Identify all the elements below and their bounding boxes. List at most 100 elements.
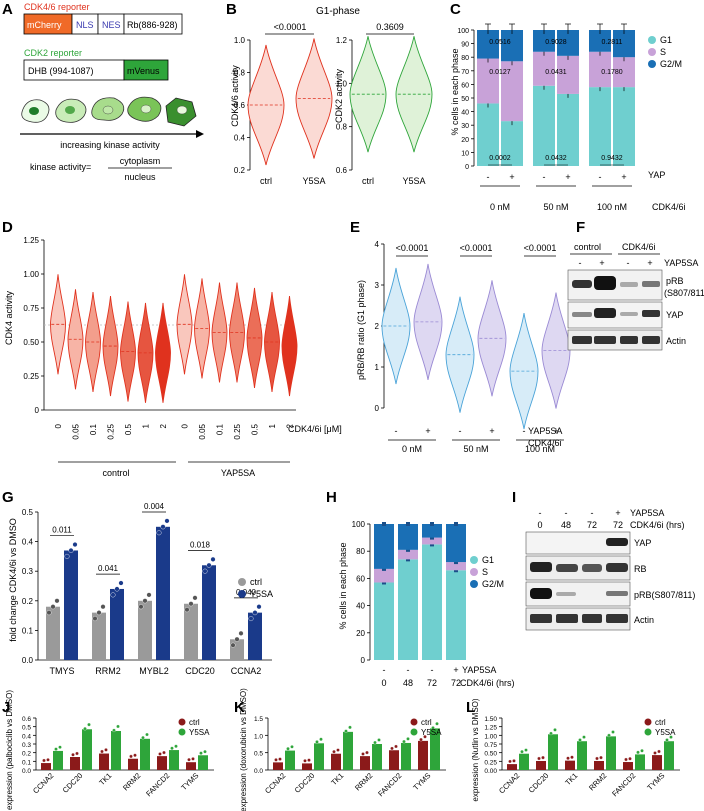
- h-bar-G2/M-1: [398, 524, 418, 550]
- c-legend-S: S: [660, 47, 666, 57]
- h-legend: G1 S G2/M: [470, 555, 504, 589]
- k-ytick-label: 0.5: [254, 751, 263, 758]
- j-ytick-label: 0.6: [22, 716, 31, 723]
- j-dot: [71, 753, 75, 757]
- e-ytick-label: 3: [375, 281, 380, 290]
- nucleus-1: [29, 107, 39, 115]
- g-ylabel: fold change CDK4/6i vs DMSO: [8, 518, 18, 642]
- k-dot: [307, 758, 311, 762]
- k-bar-ctrl-FANCD2: [389, 750, 399, 770]
- f-sign-3: -: [627, 258, 630, 268]
- d-xunit: CDK4/6i [μM]: [288, 424, 342, 434]
- k-dot: [303, 759, 307, 763]
- panel-j: J expression (palbociclib vs DMSO) 0.00.…: [2, 690, 214, 810]
- f-prb-site: (S807/811): [664, 288, 704, 298]
- j-dot: [116, 724, 120, 729]
- l-dot: [537, 756, 541, 761]
- g-pvalue: 0.041: [98, 564, 119, 573]
- c-cdk-label: CDK4/6i: [652, 202, 686, 212]
- b-right-ytick-label: 1.2: [336, 36, 348, 45]
- l-bar-Y5SA-CDC20: [548, 734, 558, 770]
- l-dot: [570, 755, 574, 760]
- j-xlabel-TYMS: TYMS: [179, 771, 200, 792]
- l-legend-Y5SA: Y5SA: [655, 728, 676, 737]
- h-bar-S-2: [422, 537, 442, 545]
- panel-a-letter: A: [2, 1, 13, 18]
- h-point: [406, 522, 410, 526]
- j-dot: [133, 753, 137, 758]
- c-sign: +: [565, 172, 570, 182]
- c-p-mid: 0.0431: [545, 69, 567, 76]
- panel-h: H % cells in each phase 0 20 40 60 80 100 - 0 - 4…: [326, 489, 515, 688]
- b-right-ytick-label: 1.0: [336, 79, 348, 88]
- g-dot: [210, 556, 216, 562]
- d-xtick: 2: [286, 423, 295, 428]
- h-legend-S: S: [482, 567, 488, 577]
- j-dot: [46, 758, 50, 762]
- c-bar-G2/M-1: [501, 30, 523, 62]
- j-legend-ctrl: ctrl: [189, 718, 200, 727]
- l-ytick-label: 0.75: [484, 742, 497, 749]
- k-bar-Y5SA-CCNA2: [285, 750, 295, 770]
- l-bar-Y5SA-TK1: [577, 741, 587, 770]
- g-dot: [142, 598, 148, 604]
- j-bar-ctrl-RRM2: [128, 758, 138, 770]
- h-bar-G1-3: [446, 570, 466, 660]
- g-dot: [252, 610, 258, 616]
- panel-c: C % cells in each phase 0 10 20 30 40 50 60 70 8…: [450, 1, 686, 212]
- c-bar-G2/M-4: [589, 30, 611, 52]
- g-ytick-label: 0.0: [22, 656, 34, 665]
- b-left-ytick-label: 0.2: [234, 166, 246, 175]
- j-bar-ctrl-CCNA2: [41, 763, 51, 770]
- j-ytick-label: 0.2: [22, 751, 31, 758]
- d-xtick: 1: [268, 423, 277, 428]
- c-sign: +: [621, 172, 626, 182]
- k-dot: [402, 739, 406, 744]
- c-bar-G1-4: [589, 87, 611, 166]
- h-ytick-label: 100: [352, 520, 366, 529]
- k-xlabel-CDC20: CDC20: [293, 771, 317, 795]
- j-dot: [112, 728, 116, 733]
- j-legend-swatch-Y5SA: [178, 728, 186, 736]
- c-p-mid: 0.0127: [489, 69, 511, 76]
- l-bar-ctrl-TK1: [565, 760, 575, 770]
- l-ytick-label: 1.25: [484, 725, 497, 732]
- l-ytick-label: 1.00: [484, 733, 497, 740]
- c-bar-G2/M-3: [557, 30, 579, 56]
- h-bar-G2/M-3: [446, 524, 466, 563]
- panel-i-letter: I: [512, 489, 516, 506]
- c-bar-G2/M-5: [613, 30, 635, 58]
- c-p-mid: 0.1780: [601, 69, 623, 76]
- nucleus-5: [176, 105, 188, 115]
- j-dot: [174, 744, 178, 749]
- panel-k-letter: K: [234, 699, 245, 716]
- j-bar-ctrl-FANCD2: [157, 756, 167, 770]
- e-ylabel: pRB/RB ratio (G1 phase): [356, 280, 366, 380]
- f-prb-label: pRB: [666, 276, 684, 286]
- b-left-x-ctrl: ctrl: [260, 176, 272, 186]
- i-yap-label: YAP5SA: [630, 508, 664, 518]
- k-dot: [344, 729, 348, 733]
- c-ytick-label: 80: [461, 55, 469, 62]
- formula-denominator: nucleus: [124, 172, 156, 182]
- j-dot: [100, 749, 104, 754]
- h-bar-S-0: [374, 568, 394, 583]
- b-right-plot: 0.6 0.8 1.0 1.2: [336, 36, 433, 175]
- c-p-bot: 0.9432: [601, 155, 623, 162]
- c-sign: -: [543, 172, 546, 182]
- mcherry-label: mCherry: [27, 20, 62, 30]
- panel-l-letter: L: [466, 699, 475, 716]
- l-dot: [549, 731, 553, 736]
- j-bar-Y5SA-FANCD2: [169, 750, 179, 770]
- g-dot: [256, 604, 262, 610]
- l-ylabel: expression (Nutlin vs DMSO): [471, 698, 480, 801]
- panel-a: A CDK4/6 reporter mCherry NLS NES Rb(886…: [2, 1, 204, 182]
- b-left-ytick-label: 0.6: [234, 101, 246, 110]
- h-bar-G1-0: [374, 582, 394, 660]
- g-xlabel-CDC20: CDC20: [185, 666, 215, 676]
- j-dot: [42, 758, 46, 763]
- c-ylabel: % cells in each phase: [450, 48, 460, 135]
- k-dot: [348, 725, 352, 730]
- f-sign-2: +: [599, 258, 604, 268]
- k-xlabel-FANCD2: FANCD2: [376, 771, 403, 798]
